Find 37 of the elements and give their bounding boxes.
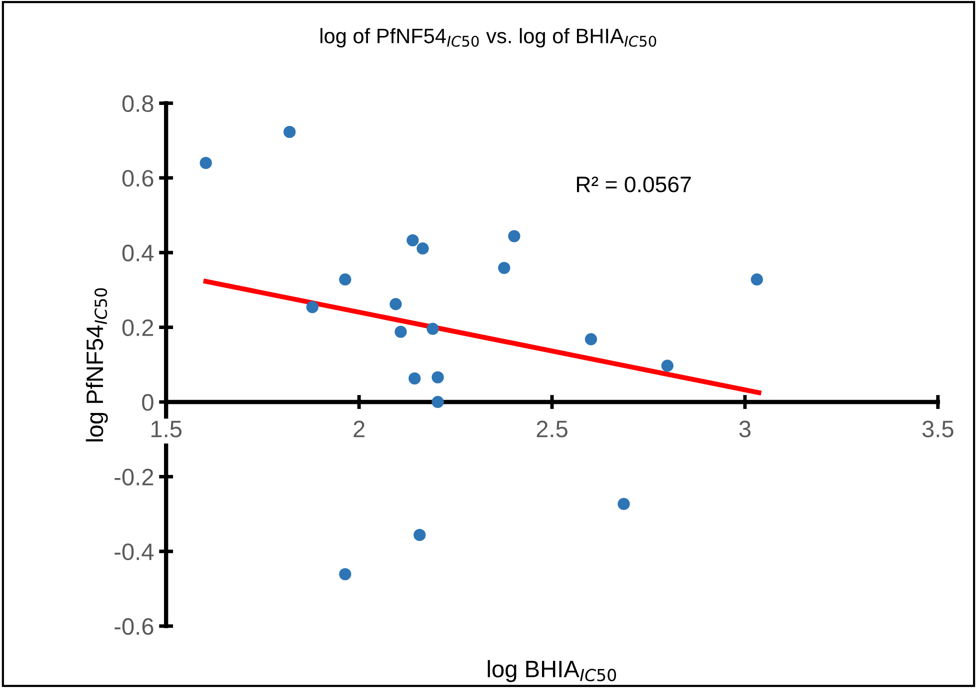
point <box>406 234 419 246</box>
point <box>414 528 426 542</box>
y-tick-label: 0.2 <box>122 319 154 336</box>
y-tick-label: -0.6 <box>114 618 154 635</box>
point <box>339 568 352 580</box>
point <box>584 333 598 346</box>
point <box>339 273 352 286</box>
chart-title: log of PfNF54$_{IC50}$ vs. log of BHIA$_{IC50}$ <box>320 28 656 48</box>
point <box>416 242 429 255</box>
point <box>432 371 444 384</box>
point <box>284 126 296 138</box>
point <box>498 262 510 274</box>
point <box>394 326 407 338</box>
point <box>408 372 421 385</box>
x-tick-label: 2.5 <box>536 420 568 438</box>
point <box>508 230 520 242</box>
y-tick-label: 0.6 <box>122 170 154 187</box>
y-axis-title: log PfNF54$_{IC50}$ <box>86 288 108 442</box>
point <box>432 396 444 408</box>
point <box>200 156 212 170</box>
y-tick-label: 0.4 <box>122 244 154 262</box>
point <box>426 322 439 335</box>
x-tick-label: 3.5 <box>922 420 954 438</box>
y-tick-label: 0 <box>142 394 154 411</box>
point <box>618 498 630 510</box>
point <box>661 360 674 372</box>
y-tick-label: 0.8 <box>122 95 154 112</box>
x-tick-label: 1.5 <box>151 420 182 438</box>
y-tick-label: -0.4 <box>114 543 154 560</box>
point <box>306 301 318 314</box>
x-tick-label: 3 <box>739 420 750 438</box>
x-axis-title: log BHIA$_{IC50}$ <box>488 660 616 682</box>
annotation: R² = 0.0567 <box>576 176 691 192</box>
y-tick-label: -0.2 <box>114 468 154 486</box>
point <box>390 298 402 310</box>
x-tick-label: 2 <box>354 420 364 438</box>
point <box>750 273 763 286</box>
